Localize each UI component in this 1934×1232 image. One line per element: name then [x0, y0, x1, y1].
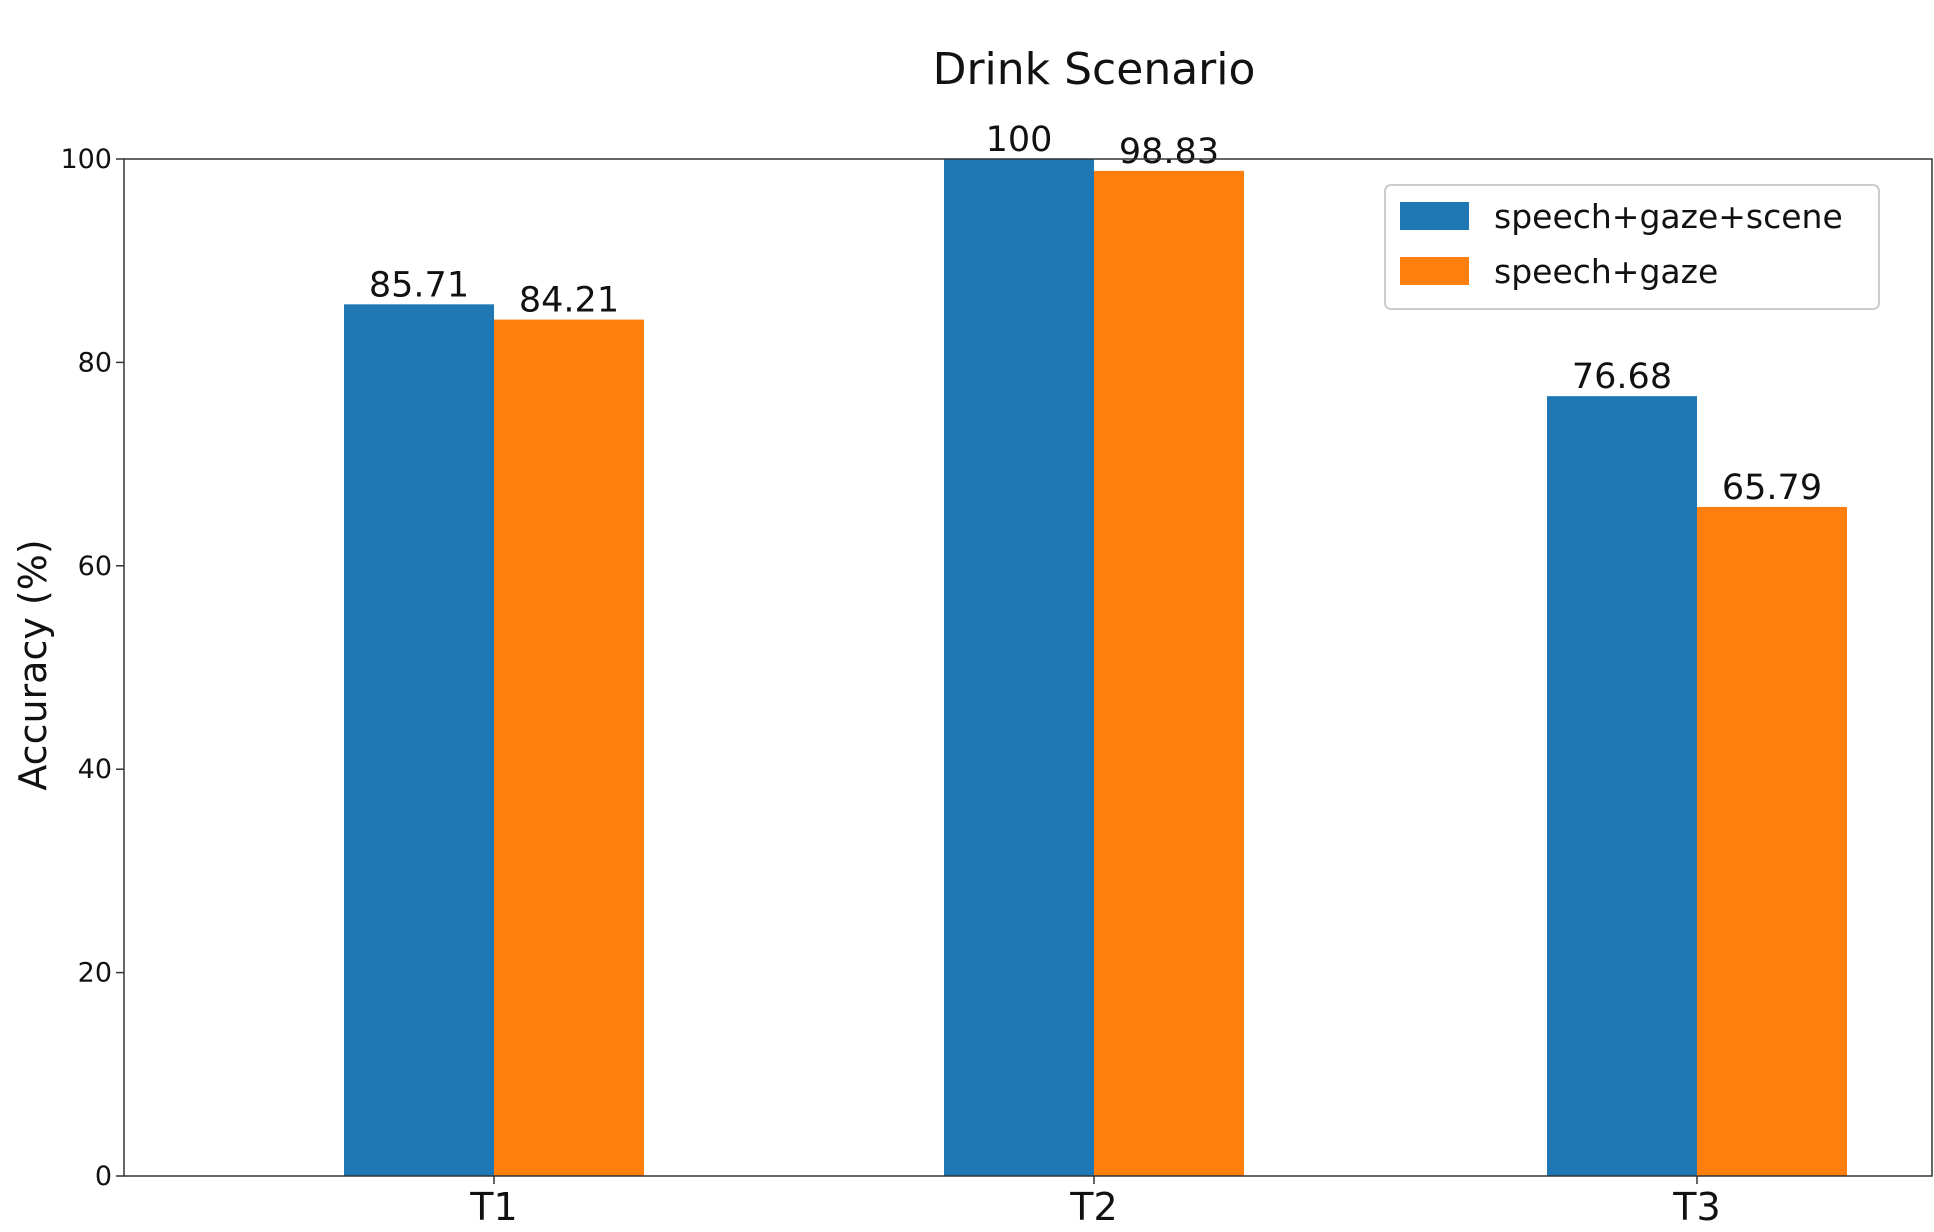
plot-area: 0 20 40 60 80 100 85.71 100 76.68 84.21 98.83 65.79… [60, 120, 1933, 1229]
data-label: 65.79 [1722, 468, 1822, 508]
data-label: 85.71 [369, 265, 469, 305]
plot-frame [123, 158, 1933, 1177]
x-tick-label: T3 [1672, 1185, 1720, 1227]
y-tick-label: 40 [78, 754, 112, 785]
y-tick-label: 80 [78, 347, 112, 378]
legend: speech+gaze+scene speech+gaze [1384, 184, 1880, 310]
y-axis-label: Accuracy (%) [11, 539, 55, 790]
bar-speech-gaze-t3 [1697, 506, 1847, 1176]
legend-label: speech+gaze+scene [1494, 197, 1843, 236]
bar-speech-gaze-scene-t3 [1547, 396, 1697, 1176]
legend-box [1384, 184, 1880, 310]
x-tick-label: T2 [1069, 1185, 1117, 1227]
bar-speech-gaze-t1 [494, 319, 644, 1176]
y-tick-label: 20 [78, 958, 112, 989]
legend-swatch [1400, 257, 1469, 285]
data-label: 84.21 [519, 281, 619, 321]
legend-swatch [1400, 202, 1469, 230]
data-label: 98.83 [1119, 132, 1219, 172]
x-tick-label: T1 [469, 1185, 517, 1227]
bar-speech-gaze-scene-t2 [944, 159, 1094, 1176]
chart-title: Drink Scenario [933, 44, 1256, 95]
y-tick-label: 100 [60, 144, 112, 175]
legend-label: speech+gaze [1494, 252, 1718, 291]
bar-speech-gaze-t2 [1094, 170, 1244, 1176]
bar-speech-gaze-scene-t1 [344, 304, 494, 1176]
data-label: 100 [986, 120, 1053, 160]
data-label: 76.68 [1572, 357, 1672, 397]
y-tick-label: 60 [78, 551, 112, 582]
y-tick-label: 0 [95, 1161, 112, 1192]
